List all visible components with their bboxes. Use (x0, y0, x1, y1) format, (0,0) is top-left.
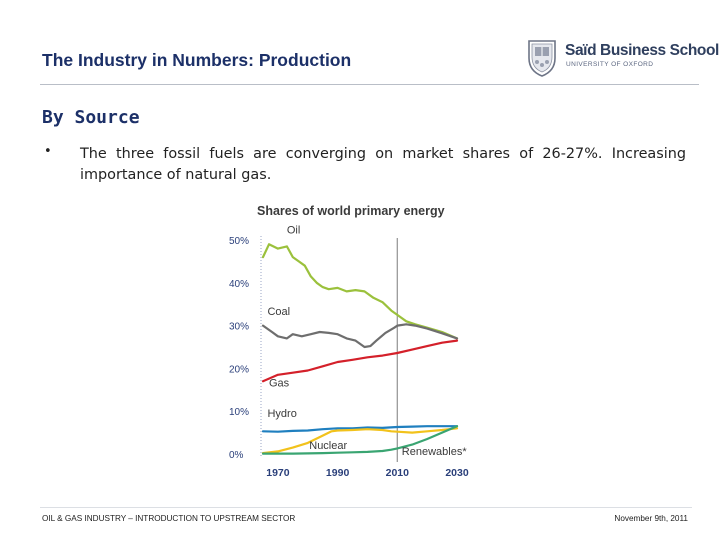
series-line-oil (261, 243, 459, 340)
school-logo: Saïd Business School UNIVERSITY OF OXFOR… (525, 38, 719, 80)
series-line-renewables (261, 425, 459, 455)
slide-title: The Industry in Numbers: Production (42, 50, 352, 70)
logo-subtitle: UNIVERSITY OF OXFORD (566, 61, 654, 68)
footer-left-text: OIL & GAS INDUSTRY – INTRODUCTION TO UPS… (42, 514, 296, 523)
y-tick-label: 10% (229, 407, 249, 418)
series-label-renewables: Renewables* (402, 446, 468, 458)
x-tick-label: 1970 (266, 467, 290, 479)
x-tick-label: 1990 (326, 467, 350, 479)
x-tick-label: 2010 (386, 467, 410, 479)
bullet-marker: • (44, 144, 52, 159)
series-label-hydro: Hydro (267, 408, 296, 420)
series-line-coal (261, 323, 459, 349)
y-tick-label: 20% (229, 364, 249, 375)
series-line-gas (261, 339, 459, 383)
series-label-coal: Coal (267, 306, 290, 318)
y-tick-label: 0% (229, 450, 244, 461)
logo-name: Saïd Business School (565, 42, 719, 59)
y-tick-label: 50% (229, 236, 249, 247)
section-heading: By Source (42, 107, 140, 128)
series-label-nuclear: Nuclear (309, 440, 347, 452)
footer-date: November 9th, 2011 (614, 514, 688, 523)
chart-title: Shares of world primary energy (257, 204, 445, 218)
crest-icon (528, 40, 556, 77)
title-divider (40, 84, 699, 85)
y-tick-label: 40% (229, 279, 249, 290)
series-line-nuclear (261, 427, 459, 455)
series-label-gas: Gas (269, 377, 290, 389)
energy-share-chart: Shares of world primary energy 0% 10% 20% 30… (229, 204, 469, 479)
footer-divider (40, 507, 692, 508)
x-tick-label: 2030 (445, 467, 469, 479)
bullet-text: The three fossil fuels are converging on… (80, 146, 686, 183)
series-label-oil: Oil (287, 225, 300, 237)
series-line-hydro (261, 425, 459, 433)
y-tick-label: 30% (229, 322, 249, 333)
